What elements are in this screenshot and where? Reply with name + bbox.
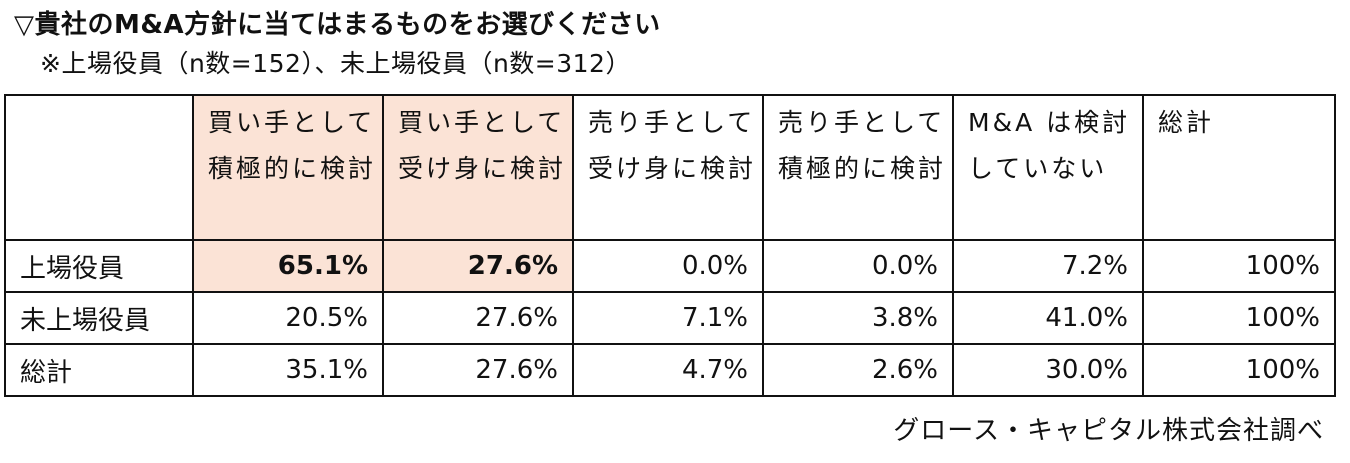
table-cell: 3.8%: [762, 291, 954, 345]
table-cell: 7.1%: [572, 291, 764, 345]
header-row: 買い手として積極的に検討 買い手として受け身に検討 売り手として受け身に検討 売…: [4, 94, 1336, 241]
table-row-listed: 上場役員 65.1% 27.6% 0.0% 0.0% 7.2% 100%: [4, 239, 1336, 293]
table-cell: 0.0%: [572, 239, 764, 293]
table-cell: 27.6%: [382, 239, 574, 293]
row-label-listed: 上場役員: [4, 239, 194, 293]
header-not-considering: M&A は検討していない: [952, 94, 1144, 241]
table-cell: 2.6%: [762, 343, 954, 397]
header-buyer-passive: 買い手として受け身に検討: [382, 94, 574, 241]
corner-cell: [4, 94, 194, 241]
table-cell: 100%: [1142, 239, 1336, 293]
header-seller-active: 売り手として積極的に検討: [762, 94, 954, 241]
table-cell: 20.5%: [192, 291, 384, 345]
row-label-unlisted: 未上場役員: [4, 291, 194, 345]
table-cell: 100%: [1142, 291, 1336, 345]
table-cell: 27.6%: [382, 291, 574, 345]
source-credit: グロース・キャピタル株式会社調べ: [893, 416, 1324, 446]
header-total: 総計: [1142, 94, 1336, 241]
table-cell: 65.1%: [192, 239, 384, 293]
table-cell: 7.2%: [952, 239, 1144, 293]
table-cell: 35.1%: [192, 343, 384, 397]
table-cell: 100%: [1142, 343, 1336, 397]
row-label-total: 総計: [4, 343, 194, 397]
header-seller-passive: 売り手として受け身に検討: [572, 94, 764, 241]
results-table: 買い手として積極的に検討 買い手として受け身に検討 売り手として受け身に検討 売…: [4, 94, 1336, 397]
survey-question-title: ▽貴社のM&A方針に当てはまるものをお選びください: [14, 10, 661, 40]
sample-size-note: ※上場役員（n数=152）、未上場役員（n数=312）: [40, 49, 631, 78]
table-cell: 30.0%: [952, 343, 1144, 397]
table-cell: 4.7%: [572, 343, 764, 397]
table-cell: 41.0%: [952, 291, 1144, 345]
table-row-total: 総計 35.1% 27.6% 4.7% 2.6% 30.0% 100%: [4, 343, 1336, 397]
header-buyer-active: 買い手として積極的に検討: [192, 94, 384, 241]
table-cell: 0.0%: [762, 239, 954, 293]
table-cell: 27.6%: [382, 343, 574, 397]
table-row-unlisted: 未上場役員 20.5% 27.6% 7.1% 3.8% 41.0% 100%: [4, 291, 1336, 345]
